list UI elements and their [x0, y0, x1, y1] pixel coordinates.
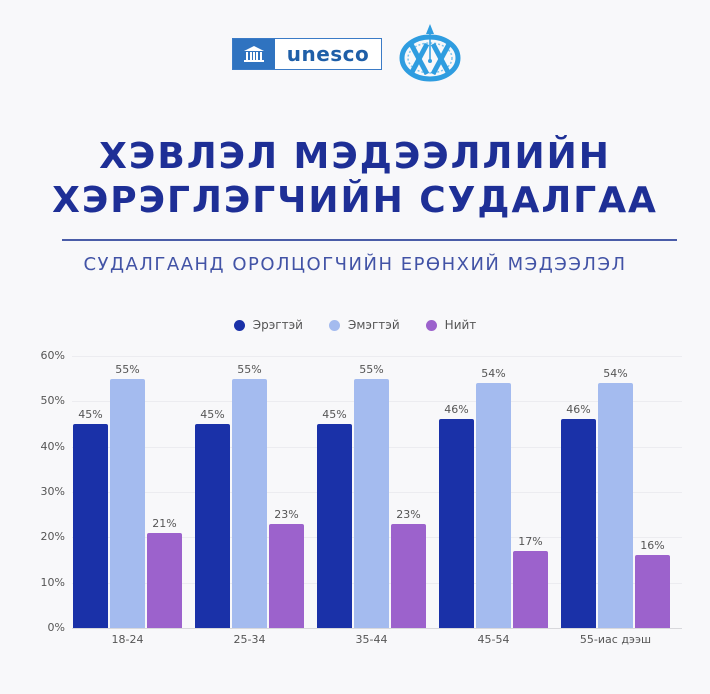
legend-label: Нийт — [444, 318, 477, 332]
bar-value-label: 45% — [200, 408, 225, 421]
chart-legend: Эрэгтэй Эмэгтэй Нийт — [0, 318, 710, 332]
bar-total — [391, 523, 426, 628]
chart-subtitle: СУДАЛГААНД ОРОЛЦОГЧИЙН ЕРӨНХИЙ МЭДЭЭЛЭЛ — [83, 254, 627, 275]
bar-female — [354, 378, 389, 628]
y-axis-tick: 20% — [40, 530, 65, 544]
bar-total — [635, 555, 670, 628]
bar-value-label: 23% — [274, 507, 299, 521]
y-axis-tick: 0% — [47, 621, 65, 634]
bar-value-label: 17% — [518, 534, 543, 548]
bar-value-label: 46% — [566, 403, 591, 417]
legend-label: Эрэгтэй — [252, 318, 303, 332]
bar-value-label: 46% — [444, 403, 469, 417]
y-axis-tick: 10% — [40, 575, 65, 589]
bar-male — [195, 424, 230, 628]
x-axis-category-label: 55-иас дээш — [579, 633, 652, 646]
bar-male — [317, 424, 352, 628]
bar-value-label: 55% — [237, 362, 262, 376]
bar-total — [513, 550, 548, 628]
bar-total — [147, 532, 182, 628]
legend-dot-icon — [328, 319, 340, 331]
page-title-line-2: ХЭРЭГЛЭГЧИЙН СУДАЛГАА — [52, 180, 658, 221]
bar-female — [110, 378, 145, 628]
x-axis-category-label: 45-54 — [477, 633, 510, 646]
legend-dot-icon — [425, 319, 437, 331]
bar-value-label: 54% — [603, 367, 628, 381]
x-axis-category-label: 18-24 — [111, 633, 144, 646]
bar-female — [476, 383, 511, 628]
y-axis-tick: 30% — [40, 485, 65, 498]
partner-emblem-logo — [397, 22, 463, 84]
bar-male — [439, 419, 474, 628]
x-axis-category-label: 25-34 — [233, 633, 266, 646]
gridline — [72, 356, 682, 357]
legend-item-male: Эрэгтэй — [233, 318, 303, 332]
bar-value-label: 23% — [396, 507, 421, 521]
bar-value-label: 16% — [640, 539, 665, 553]
bar-value-label: 54% — [481, 367, 506, 381]
y-axis-tick: 60% — [40, 349, 65, 362]
unesco-wordmark: unesco — [286, 42, 370, 66]
legend-item-female: Эмэгтэй — [328, 318, 400, 332]
unesco-logo: unesco — [232, 38, 382, 70]
bar-male — [561, 419, 596, 628]
legend-dot-icon — [233, 319, 245, 331]
legend-item-total: Нийт — [425, 318, 477, 332]
bar-value-label: 55% — [359, 362, 384, 376]
bar-value-label: 45% — [78, 408, 103, 421]
bar-female — [232, 378, 267, 628]
bar-value-label: 55% — [115, 362, 140, 376]
y-axis-tick: 50% — [40, 394, 65, 408]
y-axis-tick: 40% — [40, 439, 65, 453]
bar-value-label: 45% — [322, 408, 347, 421]
legend-label: Эмэгтэй — [347, 318, 400, 332]
x-axis-category-label: 35-44 — [355, 633, 388, 646]
bar-male — [73, 424, 108, 628]
bar-total — [269, 523, 304, 628]
title-divider — [62, 239, 677, 241]
bar-value-label: 21% — [152, 516, 177, 530]
page-title-line-1: ХЭВЛЭЛ МЭДЭЭЛЛИЙН — [99, 136, 611, 177]
x-axis-baseline — [72, 628, 682, 629]
bar-female — [598, 383, 633, 628]
unesco-temple-icon — [233, 39, 275, 69]
